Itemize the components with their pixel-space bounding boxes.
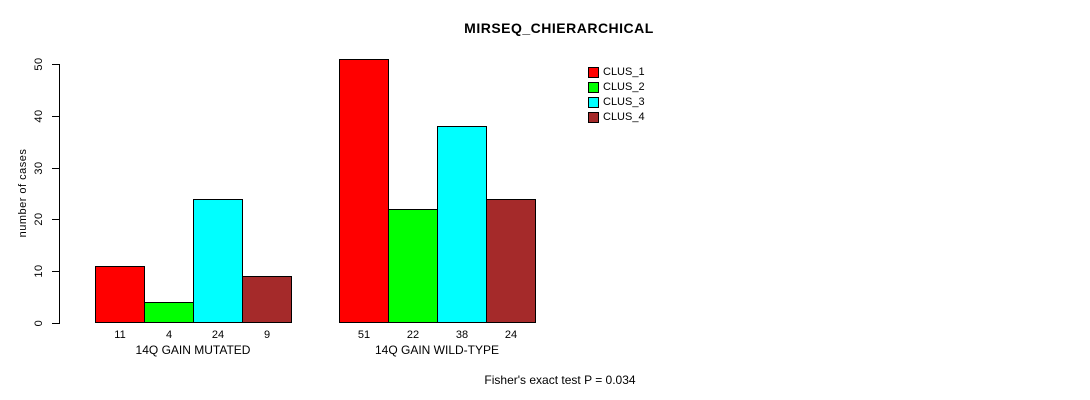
legend-row: CLUS_4 — [588, 111, 645, 123]
legend-swatch-icon — [588, 66, 599, 78]
y-axis-label: number of cases — [17, 148, 29, 238]
y-tick-label: 50 — [33, 57, 45, 71]
bar-clus_3 — [193, 199, 243, 323]
bar-clus_3 — [437, 126, 487, 323]
bar-value-label: 38 — [455, 329, 469, 341]
legend-row: CLUS_1 — [588, 66, 645, 78]
legend-label: CLUS_2 — [603, 81, 645, 93]
bar-value-label: 51 — [357, 329, 371, 341]
legend: CLUS_1 CLUS_2 CLUS_3 CLUS_4 — [588, 66, 645, 126]
bar-clus_1 — [95, 266, 145, 323]
bar-value-label: 4 — [165, 329, 173, 341]
legend-label: CLUS_4 — [603, 111, 645, 123]
chart-title: MIRSEQ_CHIERARCHICAL — [464, 20, 654, 36]
annotation-text: Fisher's exact test P = 0.034 — [484, 373, 636, 387]
y-axis-line — [59, 64, 60, 323]
bar-value-label: 24 — [504, 329, 518, 341]
bar-clus_1 — [339, 59, 389, 323]
y-tick-label: 40 — [33, 109, 45, 123]
y-tick-label: 0 — [33, 319, 45, 327]
y-tick — [52, 219, 60, 220]
bar-value-label: 9 — [263, 329, 271, 341]
bar-value-label: 24 — [211, 329, 225, 341]
y-tick-label: 10 — [33, 264, 45, 278]
bar-clus_2 — [144, 302, 194, 323]
y-tick — [52, 168, 60, 169]
y-tick — [52, 64, 60, 65]
legend-row: CLUS_3 — [588, 96, 645, 108]
legend-swatch-icon — [588, 111, 599, 123]
category-label: 14Q GAIN WILD-TYPE — [374, 343, 500, 357]
legend-swatch-icon — [588, 81, 599, 93]
legend-label: CLUS_1 — [603, 66, 645, 78]
bar-clus_4 — [242, 276, 292, 323]
y-tick-label: 30 — [33, 161, 45, 175]
y-tick — [52, 271, 60, 272]
bar-value-label: 11 — [114, 329, 126, 341]
legend-swatch-icon — [588, 96, 599, 108]
legend-row: CLUS_2 — [588, 81, 645, 93]
bar-value-label: 22 — [406, 329, 420, 341]
bar-clus_2 — [388, 209, 438, 323]
bar-clus_4 — [486, 199, 536, 323]
y-tick — [52, 323, 60, 324]
y-tick-label: 20 — [33, 212, 45, 226]
legend-label: CLUS_3 — [603, 96, 645, 108]
category-label: 14Q GAIN MUTATED — [135, 343, 251, 357]
y-tick — [52, 116, 60, 117]
